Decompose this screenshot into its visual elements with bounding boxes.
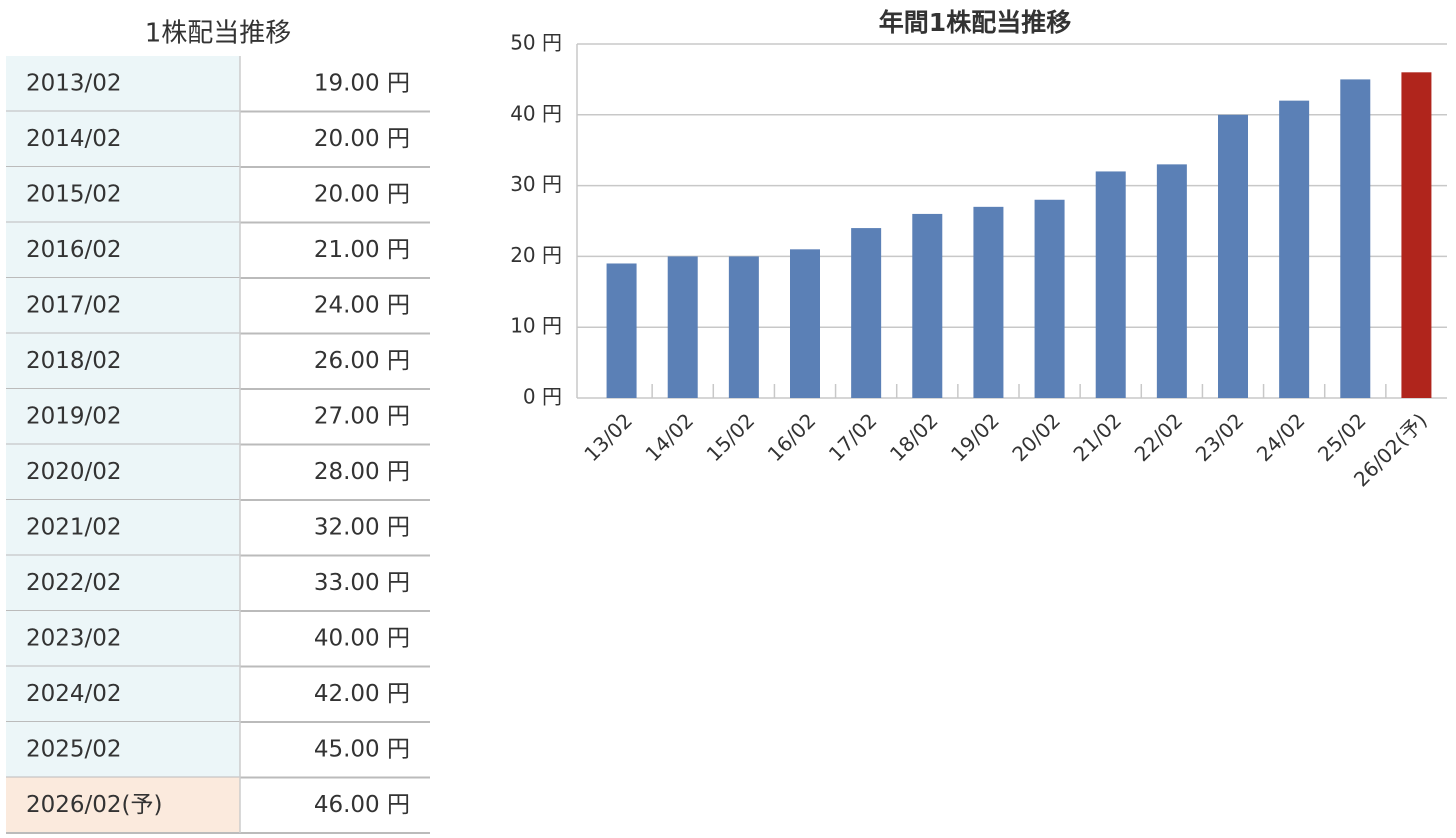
x-tick-label: 17/02 [824,408,882,466]
table-cell-bg [6,222,240,278]
table-cell-bg [6,333,240,389]
table-cell-bg [6,278,240,334]
table-cell-bg [6,555,240,611]
table-period: 2013/02 [26,70,122,96]
x-tick-label: 20/02 [1007,408,1065,466]
bar [973,206,1004,398]
table-cell-bg [6,777,240,833]
table-dividend: 21.00 円 [314,237,410,263]
table-dividend: 27.00 円 [314,403,410,429]
table-period: 2017/02 [26,292,122,318]
table-period: 2020/02 [26,459,122,485]
table-cell-bg [6,444,240,500]
y-tick-label: 20 円 [510,243,562,267]
table-cell-bg [6,722,240,778]
y-tick-label: 30 円 [510,172,562,196]
bar [728,256,759,398]
y-tick-label: 50 円 [510,31,562,55]
table-dividend: 28.00 円 [314,459,410,485]
table-cell-bg [6,666,240,722]
chart-title: 年間1株配当推移 [879,8,1071,37]
x-tick-label: 18/02 [885,408,943,466]
bar [606,263,637,398]
bar [1034,199,1065,398]
table-period: 2018/02 [26,348,122,374]
table-cell-bg [6,611,240,667]
table-dividend: 42.00 円 [314,681,410,707]
y-tick-label: 10 円 [510,314,562,338]
x-tick-label: 21/02 [1068,408,1126,466]
x-tick-label: 25/02 [1313,408,1371,466]
table-dividend: 40.00 円 [314,625,410,651]
bar [1279,100,1310,398]
bar [851,228,882,398]
table-period: 2024/02 [26,681,122,707]
table-period: 2016/02 [26,237,122,263]
x-tick-label: 15/02 [702,408,760,466]
table-dividend: 24.00 円 [314,292,410,318]
bar [790,249,820,398]
x-tick-label: 19/02 [946,408,1004,466]
table-dividend: 20.00 円 [314,181,410,207]
table-period: 2022/02 [26,570,122,596]
table-period: 2025/02 [26,736,122,762]
x-tick-label: 24/02 [1252,408,1310,466]
table-cell-bg [6,167,240,223]
table-dividend: 45.00 円 [314,736,410,762]
table-period: 2015/02 [26,181,122,207]
y-tick-label: 40 円 [510,101,562,125]
table-cell-bg [6,500,240,556]
bar [667,256,698,398]
table-dividend: 33.00 円 [314,570,410,596]
table-period: 2021/02 [26,514,122,540]
bar [1340,79,1371,399]
table-cell-bg [6,111,240,167]
bar [1218,114,1248,399]
table-period: 2023/02 [26,625,122,651]
table-dividend: 26.00 円 [314,348,410,374]
table-period: 2026/02(予) [26,792,163,818]
table-dividend: 32.00 円 [314,514,410,540]
table-dividend: 19.00 円 [314,70,410,96]
bar [1401,72,1432,398]
x-tick-label: 13/02 [579,408,637,466]
table-cell-bg [6,56,240,112]
bar [1156,164,1187,398]
bar [1095,171,1126,398]
y-tick-label: 0 円 [523,385,562,409]
table-title: 1株配当推移 [145,19,292,49]
table-period: 2014/02 [26,126,122,152]
table-period: 2019/02 [26,403,122,429]
x-tick-label: 22/02 [1130,408,1188,466]
table-dividend: 46.00 円 [314,792,410,818]
x-tick-label: 16/02 [763,408,821,466]
table-cell-bg [6,389,240,445]
table-dividend: 20.00 円 [314,126,410,152]
x-tick-label: 14/02 [640,408,698,466]
bar [912,213,943,398]
x-tick-label: 23/02 [1191,408,1249,466]
